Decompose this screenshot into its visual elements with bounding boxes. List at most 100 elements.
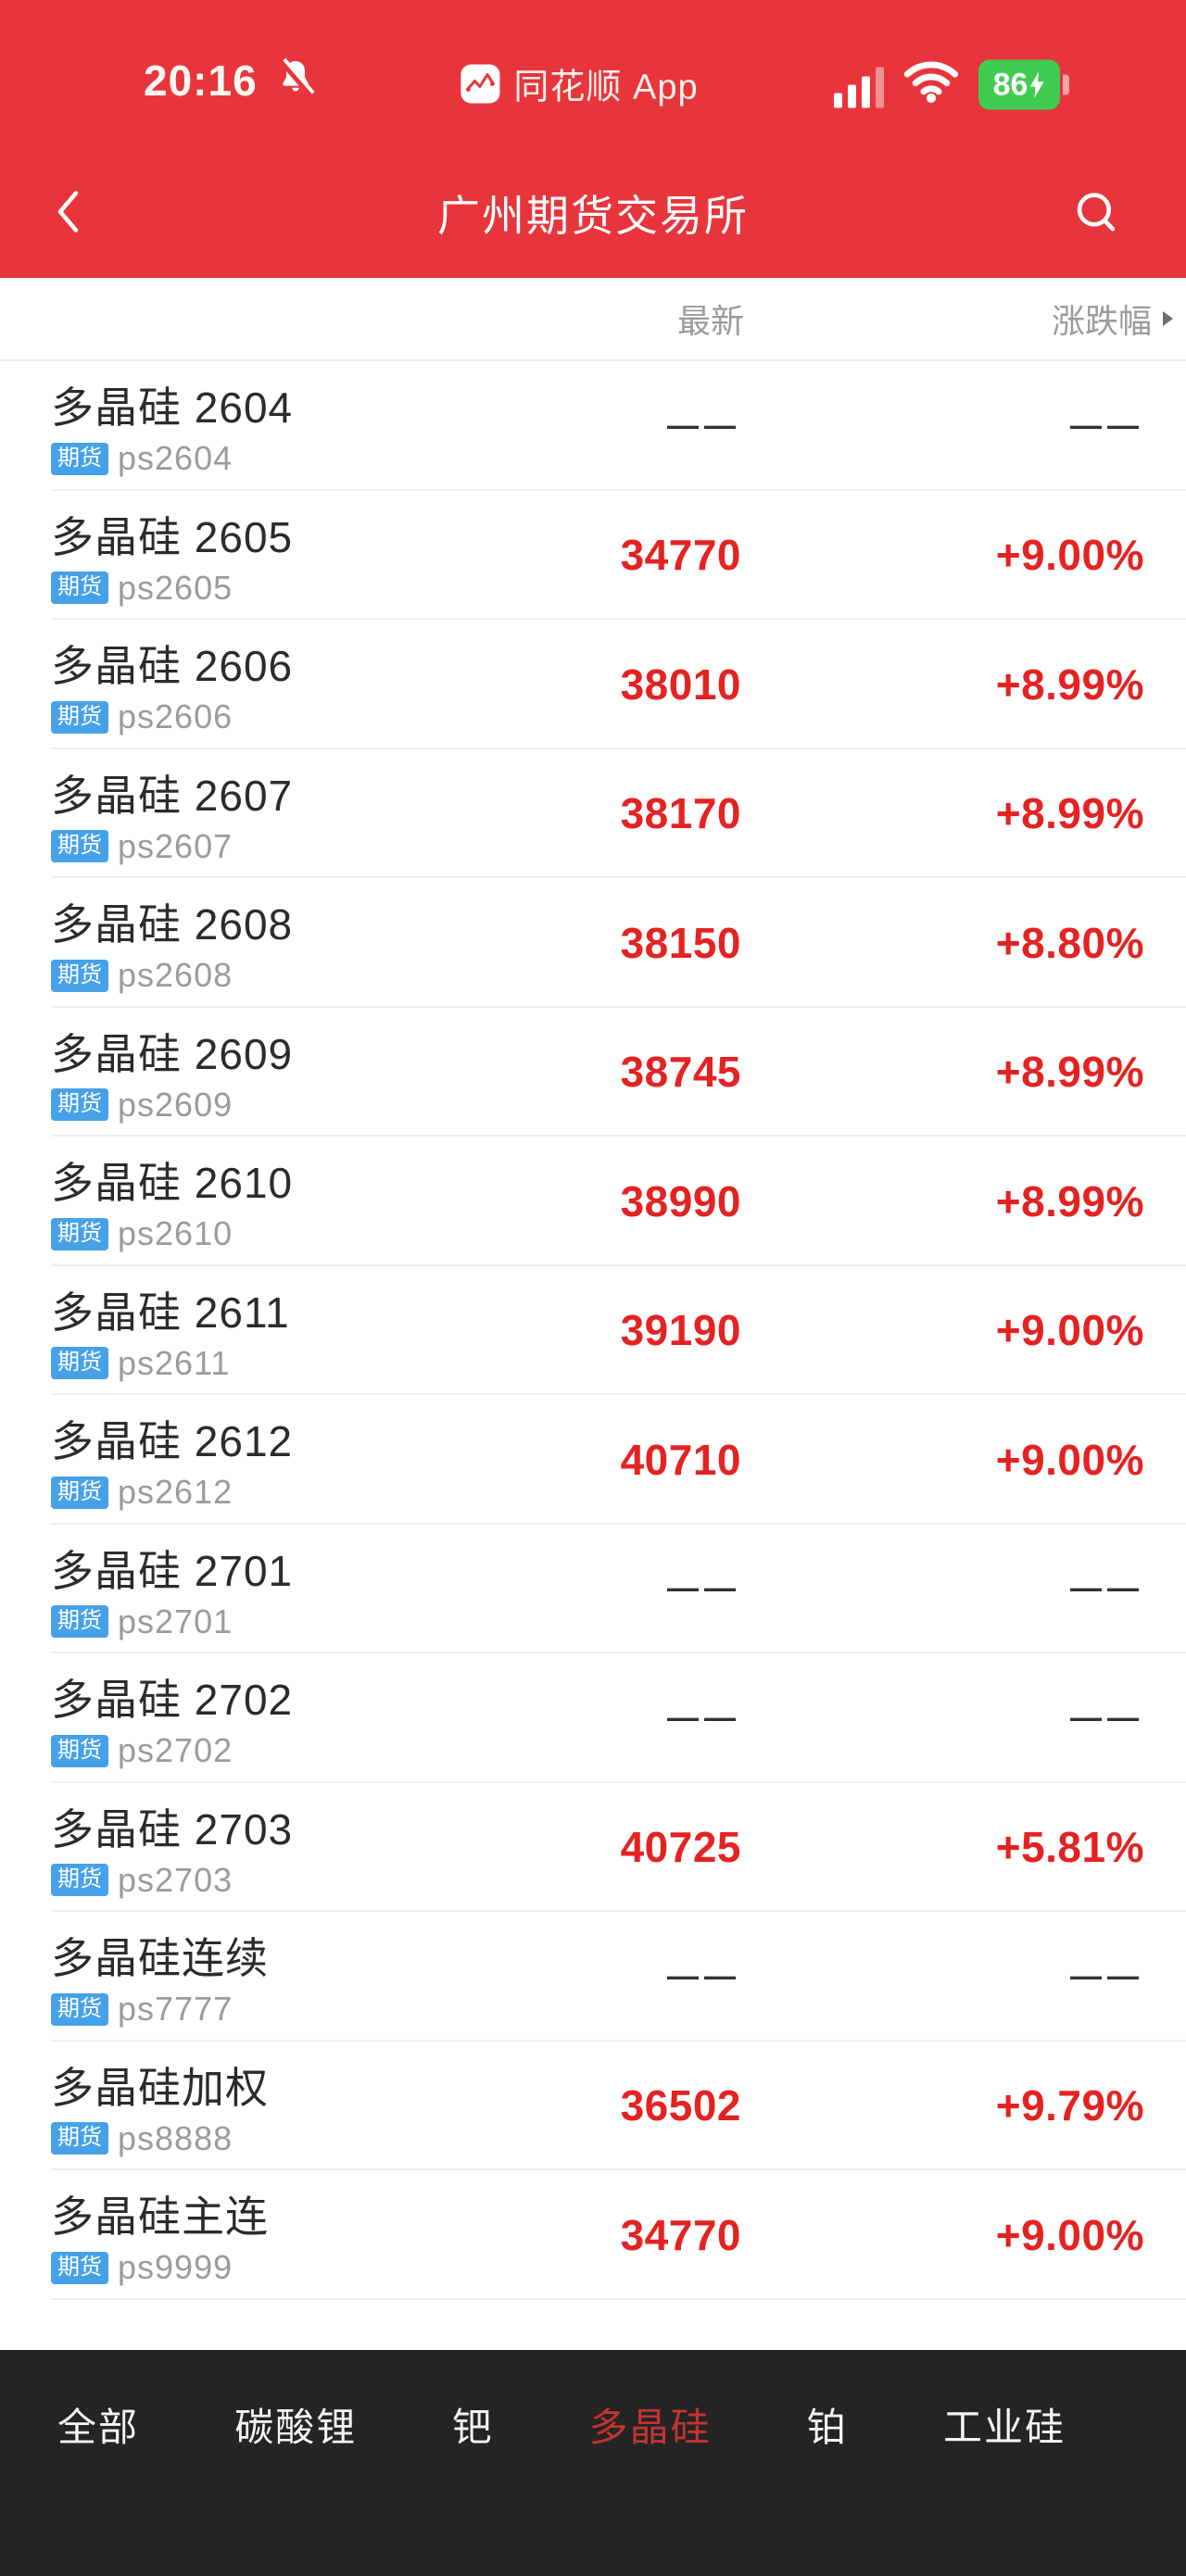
- status-right-icons: 86: [834, 59, 1069, 110]
- search-button[interactable]: [1073, 189, 1119, 238]
- futures-badge: 期货: [51, 1217, 108, 1250]
- last-price: 40725: [620, 1823, 741, 1872]
- quote-row[interactable]: 多晶硅 2701 期货 ps2701 —— ——: [0, 1524, 1186, 1653]
- app-name: 同花顺 App: [513, 68, 699, 107]
- battery-percent: 86: [992, 67, 1028, 103]
- last-price: ——: [667, 1958, 741, 1994]
- futures-badge: 期货: [51, 830, 108, 862]
- contract-code: ps2703: [118, 1860, 233, 1899]
- last-price: ——: [667, 1570, 741, 1606]
- battery-charging-icon: 86: [978, 59, 1069, 110]
- contract-sub: 期货 ps2604: [51, 439, 233, 478]
- contract-name: 多晶硅 2702: [51, 1676, 294, 1724]
- category-tab[interactable]: 工业硅: [942, 2406, 1066, 2449]
- category-tab[interactable]: 铂: [806, 2406, 848, 2449]
- category-tab[interactable]: 碳酸锂: [234, 2406, 358, 2449]
- quote-row[interactable]: 多晶硅 2606 期货 ps2606 38010 +8.99%: [0, 620, 1186, 749]
- contract-sub: 期货 ps2703: [51, 1861, 233, 1900]
- back-button[interactable]: [54, 189, 82, 238]
- futures-badge: 期货: [51, 1605, 108, 1638]
- last-price: 39190: [620, 1306, 741, 1355]
- last-price: 34770: [620, 2210, 741, 2259]
- change-percent: +5.81%: [995, 1823, 1144, 1872]
- last-price: 34770: [620, 531, 741, 580]
- change-percent: +8.80%: [995, 918, 1144, 967]
- quote-row[interactable]: 多晶硅 2609 期货 ps2609 38745 +8.99%: [0, 1007, 1186, 1137]
- search-icon: [1073, 189, 1119, 238]
- contract-code: ps2612: [118, 1473, 233, 1511]
- quote-row[interactable]: 多晶硅主连 期货 ps9999 34770 +9.00%: [0, 2170, 1186, 2300]
- contract-code: ps2611: [118, 1343, 231, 1382]
- last-price: 38170: [620, 789, 741, 838]
- status-bar: 20:16 同花顺 App: [0, 0, 1186, 148]
- contract-name: 多晶硅 2701: [51, 1546, 294, 1595]
- contract-name: 多晶硅 2607: [51, 771, 294, 820]
- category-tab[interactable]: 全部: [57, 2406, 140, 2449]
- contract-sub: 期货 ps2701: [51, 1602, 233, 1641]
- quote-row[interactable]: 多晶硅连续 期货 ps7777 —— ——: [0, 1912, 1186, 2042]
- quote-list: 多晶硅 2604 期货 ps2604 —— —— 多晶硅 2605 期货 ps2…: [0, 361, 1186, 2300]
- contract-code: ps2701: [118, 1602, 233, 1640]
- change-percent: +9.00%: [995, 531, 1144, 580]
- column-header-last[interactable]: 最新: [676, 302, 744, 340]
- caret-right-icon: [1163, 311, 1173, 326]
- contract-code: ps8888: [118, 2118, 233, 2157]
- quote-row[interactable]: 多晶硅 2608 期货 ps2608 38150 +8.80%: [0, 878, 1186, 1008]
- contract-sub: 期货 ps8888: [51, 2119, 233, 2158]
- quote-row[interactable]: 多晶硅 2607 期货 ps2607 38170 +8.99%: [0, 748, 1186, 878]
- quote-row[interactable]: 多晶硅 2610 期货 ps2610 38990 +8.99%: [0, 1137, 1186, 1266]
- chevron-left-icon: [54, 189, 82, 238]
- change-percent: +8.99%: [995, 1176, 1144, 1225]
- futures-badge: 期货: [51, 959, 108, 992]
- futures-badge: 期货: [51, 1088, 108, 1121]
- quote-row[interactable]: 多晶硅 2703 期货 ps2703 40725 +5.81%: [0, 1782, 1186, 1912]
- category-tab[interactable]: 多晶硅: [588, 2406, 712, 2449]
- change-percent: +8.99%: [995, 789, 1144, 838]
- app-banner[interactable]: 同花顺 App: [460, 58, 698, 109]
- last-price: 38010: [620, 660, 741, 709]
- contract-name: 多晶硅连续: [51, 1934, 269, 1982]
- contract-name: 多晶硅 2608: [51, 900, 294, 949]
- contract-name: 多晶硅加权: [51, 2063, 269, 2112]
- contract-name: 多晶硅 2703: [51, 1804, 294, 1853]
- quote-row[interactable]: 多晶硅 2605 期货 ps2605 34770 +9.00%: [0, 490, 1186, 620]
- quote-row[interactable]: 多晶硅 2611 期货 ps2611 39190 +9.00%: [0, 1265, 1186, 1395]
- quote-row[interactable]: 多晶硅 2702 期货 ps2702 —— ——: [0, 1653, 1186, 1783]
- contract-sub: 期货 ps2611: [51, 1344, 230, 1383]
- contract-name: 多晶硅 2610: [51, 1159, 294, 1207]
- contract-sub: 期货 ps2610: [51, 1214, 233, 1253]
- futures-badge: 期货: [51, 1476, 108, 1509]
- contract-sub: 期货 ps2607: [51, 827, 233, 866]
- category-tab[interactable]: 钯: [452, 2406, 494, 2449]
- last-price: 38745: [620, 1048, 741, 1097]
- contract-name: 多晶硅 2611: [51, 1288, 290, 1337]
- change-percent: +9.00%: [995, 2210, 1144, 2259]
- contract-name: 多晶硅 2605: [51, 512, 294, 561]
- contract-name: 多晶硅 2609: [51, 1029, 294, 1078]
- column-header-change-label: 涨跌幅: [1051, 302, 1152, 340]
- contract-name: 多晶硅 2612: [51, 1417, 294, 1465]
- quote-row[interactable]: 多晶硅加权 期货 ps8888 36502 +9.79%: [0, 2041, 1186, 2170]
- quote-row[interactable]: 多晶硅 2604 期货 ps2604 —— ——: [0, 361, 1186, 491]
- last-price: 38990: [620, 1176, 741, 1225]
- futures-badge: 期货: [51, 1864, 108, 1896]
- contract-sub: 期货 ps2612: [51, 1473, 233, 1512]
- change-percent: +9.00%: [995, 1306, 1144, 1355]
- futures-badge: 期货: [51, 572, 108, 604]
- contract-sub: 期货 ps9999: [51, 2248, 233, 2287]
- change-percent: +8.99%: [995, 660, 1144, 709]
- contract-code: ps2606: [118, 697, 233, 735]
- quote-row[interactable]: 多晶硅 2612 期货 ps2612 40710 +9.00%: [0, 1395, 1186, 1525]
- contract-sub: 期货 ps2702: [51, 1731, 233, 1770]
- wifi-icon: [902, 59, 960, 108]
- change-percent: ——: [1070, 1570, 1144, 1606]
- column-header-change[interactable]: 涨跌幅: [1052, 295, 1173, 343]
- page-title: 广州期货交易所: [437, 192, 749, 240]
- change-percent: ——: [1070, 1700, 1144, 1736]
- contract-name: 多晶硅 2606: [51, 642, 294, 690]
- last-price: 36502: [620, 2081, 741, 2130]
- contract-code: ps2610: [118, 1214, 233, 1252]
- nav-bar: 广州期货交易所: [0, 148, 1186, 278]
- contract-name: 多晶硅 2604: [51, 383, 294, 432]
